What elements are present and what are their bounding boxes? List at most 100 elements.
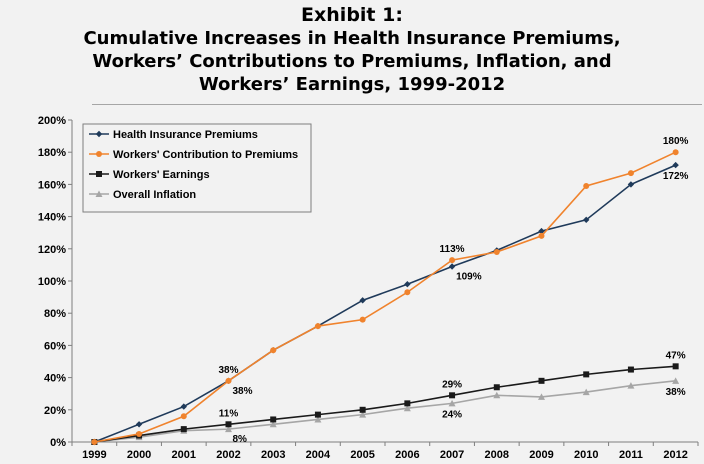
- y-tick-label: 20%: [44, 405, 66, 417]
- data-point-overall-inflation: [582, 388, 590, 396]
- data-label: 109%: [456, 272, 482, 283]
- title-line-3: Workers’ Contributions to Premiums, Infl…: [92, 51, 612, 72]
- legend-entry: Overall Inflation: [113, 189, 196, 201]
- data-point-health-insurance-premiums: [135, 421, 143, 428]
- data-point-overall-inflation: [403, 404, 411, 412]
- y-tick-label: 60%: [44, 340, 66, 352]
- legend-entry: Workers' Earnings: [113, 169, 210, 181]
- y-tick-label: 160%: [38, 179, 66, 191]
- legend-swatch-marker: [96, 171, 102, 177]
- y-tick-label: 80%: [44, 308, 66, 320]
- data-point-workers-contribution-to-premiums: [627, 170, 634, 177]
- data-label: 38%: [666, 387, 686, 398]
- data-point-health-insurance-premiums: [180, 403, 187, 410]
- series-line-health-insurance-premiums: [94, 164, 676, 443]
- x-tick-label: 2004: [306, 449, 331, 461]
- x-tick-label: 2002: [216, 449, 240, 461]
- legend-box: [82, 123, 312, 213]
- y-tick-label: 140%: [38, 212, 66, 224]
- data-point-overall-inflation: [538, 393, 545, 400]
- data-point-workers-contribution-to-premiums: [270, 347, 277, 354]
- y-tick-label: 200%: [38, 115, 66, 127]
- y-tick-label: 100%: [38, 276, 66, 288]
- x-tick-label: 2011: [619, 449, 643, 461]
- data-label: 38%: [218, 365, 238, 376]
- y-tick-label: 180%: [38, 147, 66, 159]
- data-point-workers-contribution-to-premiums: [538, 232, 545, 239]
- data-point-workers-contribution-to-premiums: [91, 439, 98, 445]
- title-line-2: Cumulative Increases in Health Insurance…: [83, 28, 621, 49]
- title-divider: [92, 104, 702, 105]
- data-point-workers-earnings: [359, 406, 366, 413]
- data-point-overall-inflation: [269, 420, 277, 428]
- series-line-workers-contribution-to-premiums: [94, 151, 676, 443]
- data-label: 47%: [666, 350, 686, 361]
- data-point-workers-earnings: [583, 371, 590, 378]
- data-point-health-insurance-premiums: [583, 216, 590, 224]
- data-point-workers-earnings: [449, 392, 456, 399]
- series-line-workers-earnings: [94, 365, 676, 443]
- x-tick-label: 2006: [395, 449, 419, 461]
- y-tick-label: 0%: [50, 437, 66, 449]
- x-tick-label: 2003: [261, 449, 285, 461]
- legend-swatch-marker: [95, 190, 103, 197]
- data-point-workers-earnings: [672, 363, 679, 370]
- data-point-workers-contribution-to-premiums: [449, 257, 456, 264]
- data-point-overall-inflation: [493, 391, 501, 399]
- data-point-overall-inflation: [448, 399, 456, 407]
- data-point-workers-earnings: [314, 411, 321, 418]
- data-point-workers-earnings: [180, 426, 187, 433]
- x-tick-label: 2000: [127, 449, 151, 461]
- data-label: 38%: [233, 386, 253, 397]
- data-point-workers-earnings: [270, 416, 277, 423]
- x-tick-label: 2007: [440, 449, 464, 461]
- data-point-health-insurance-premiums: [627, 181, 635, 188]
- y-tick-label: 120%: [38, 244, 66, 256]
- data-point-workers-contribution-to-premiums: [493, 249, 500, 256]
- title-line-1: Exhibit 1:: [301, 4, 403, 26]
- data-point-workers-earnings: [538, 377, 545, 384]
- series-line-overall-inflation: [94, 380, 676, 443]
- legend-swatch-marker: [96, 151, 102, 157]
- data-point-workers-contribution-to-premiums: [672, 149, 679, 156]
- data-point-workers-contribution-to-premiums: [314, 323, 321, 330]
- data-point-overall-inflation: [672, 377, 680, 384]
- chart-title: Exhibit 1: Cumulative Increases in Healt…: [0, 4, 704, 96]
- x-tick-label: 2010: [574, 449, 598, 461]
- data-point-health-insurance-premiums: [672, 161, 679, 169]
- data-point-workers-earnings: [627, 366, 634, 373]
- data-label: 24%: [442, 409, 462, 420]
- legend-swatch-marker: [95, 130, 103, 138]
- data-point-health-insurance-premiums: [359, 297, 366, 304]
- data-point-workers-earnings: [225, 421, 232, 428]
- x-tick-label: 2012: [663, 449, 687, 461]
- data-point-health-insurance-premiums: [404, 281, 411, 288]
- data-point-workers-contribution-to-premiums: [359, 316, 366, 323]
- data-label: 172%: [663, 171, 689, 182]
- x-tick-label: 2001: [172, 449, 196, 461]
- x-tick-label: 2005: [350, 449, 374, 461]
- data-point-overall-inflation: [359, 411, 367, 418]
- data-point-workers-contribution-to-premiums: [136, 430, 143, 437]
- data-point-workers-earnings: [493, 384, 500, 391]
- data-point-overall-inflation: [627, 382, 635, 389]
- title-line-4: Workers’ Earnings, 1999-2012: [198, 74, 506, 95]
- data-label: 113%: [440, 244, 465, 255]
- x-tick-label: 1999: [82, 449, 106, 461]
- data-point-workers-earnings: [404, 400, 411, 407]
- legend-entry: Workers' Contribution to Premiums: [113, 149, 298, 161]
- data-point-workers-contribution-to-premiums: [404, 289, 411, 296]
- data-label: 29%: [442, 379, 462, 390]
- x-tick-label: 2009: [529, 449, 553, 461]
- data-point-health-insurance-premiums: [448, 263, 456, 270]
- data-point-workers-contribution-to-premiums: [225, 377, 232, 384]
- y-tick-label: 40%: [44, 373, 66, 385]
- data-label: 180%: [663, 136, 689, 147]
- data-point-workers-contribution-to-premiums: [180, 413, 187, 420]
- data-point-health-insurance-premiums: [538, 227, 545, 235]
- data-label: 11%: [219, 408, 239, 419]
- x-tick-label: 2008: [485, 449, 509, 461]
- data-label: 8%: [233, 434, 248, 445]
